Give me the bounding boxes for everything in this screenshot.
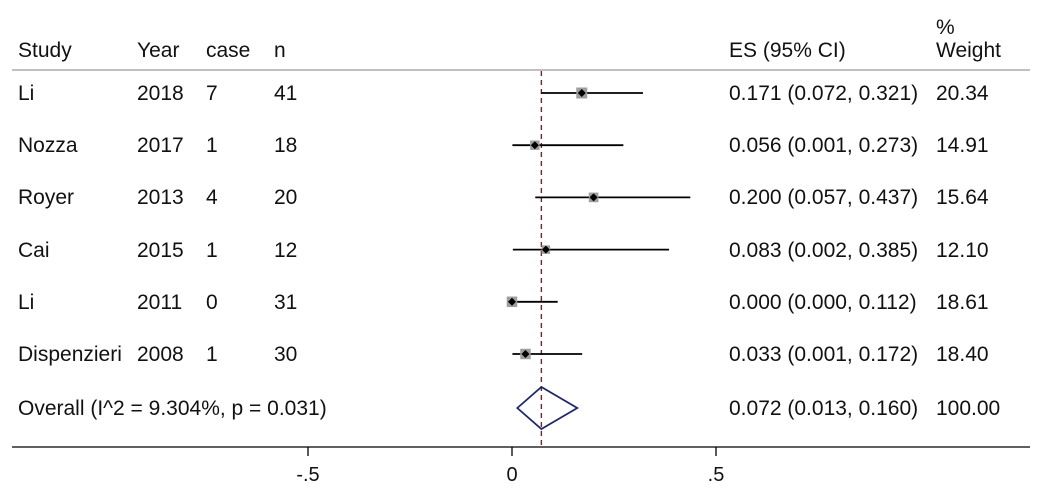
header-es: ES (95% CI) <box>729 39 846 62</box>
row-year: 2008 <box>137 343 184 366</box>
row-case: 1 <box>206 343 218 366</box>
plot-marks: -.5 0 .5 <box>296 71 724 486</box>
row-n: 12 <box>274 238 298 262</box>
row-study: Nozza <box>18 134 78 158</box>
point-estimate <box>521 350 530 358</box>
row-weight: 14.91 <box>936 134 989 158</box>
row-weight: 12.10 <box>936 238 989 262</box>
overall-es-ci: 0.072 (0.013, 0.160) <box>729 397 919 420</box>
x-tick-label: .5 <box>708 464 725 486</box>
row-year: 2011 <box>137 290 183 314</box>
row-year: 2017 <box>137 134 184 158</box>
row-study: Li <box>18 82 35 105</box>
header-weight: Weight <box>936 39 1001 62</box>
row-weight: 18.61 <box>936 290 989 314</box>
header-year: Year <box>137 39 180 62</box>
x-tick-label: 0 <box>506 464 517 486</box>
row-year: 2015 <box>137 238 184 262</box>
row-es-ci: 0.033 (0.001, 0.172) <box>729 343 919 366</box>
point-estimate <box>508 297 516 306</box>
row-weight: 18.40 <box>936 343 989 366</box>
row-case: 0 <box>206 290 218 314</box>
header-study: Study <box>18 39 72 62</box>
overall-weight: 100.00 <box>936 397 1001 420</box>
header-case: case <box>206 39 251 62</box>
row-n: 31 <box>274 290 298 314</box>
row-n: 41 <box>274 82 298 105</box>
row-study: Cai <box>18 238 50 262</box>
row-es-ci: 0.200 (0.057, 0.437) <box>729 186 919 210</box>
row-case: 1 <box>206 238 218 262</box>
row-es-ci: 0.000 (0.000, 0.112) <box>729 290 917 314</box>
row-year: 2013 <box>137 186 184 210</box>
row-es-ci: 0.171 (0.072, 0.321) <box>729 82 919 105</box>
row-weight: 15.64 <box>936 186 989 210</box>
row-es-ci: 0.056 (0.001, 0.273) <box>729 134 919 158</box>
row-case: 1 <box>206 134 218 158</box>
row-case: 4 <box>206 186 218 210</box>
x-tick-label: -.5 <box>296 464 319 486</box>
row-weight: 20.34 <box>936 82 989 105</box>
row-year: 2018 <box>137 82 184 105</box>
row-study: Li <box>18 290 35 314</box>
row-n: 20 <box>274 186 298 210</box>
row-n: 30 <box>274 343 298 366</box>
header-weight-percent: % <box>936 16 955 39</box>
point-estimate <box>530 141 539 150</box>
overall-diamond <box>515 385 580 431</box>
row-case: 7 <box>206 82 218 105</box>
row-study: Royer <box>18 186 75 210</box>
row-n: 18 <box>274 134 298 158</box>
row-study: Dispenzieri <box>18 343 122 366</box>
point-estimate <box>541 245 550 254</box>
point-estimate <box>589 193 598 202</box>
header-n: n <box>274 39 286 62</box>
overall-label: Overall (I^2 = 9.304%, p = 0.031) <box>18 397 327 420</box>
row-es-ci: 0.083 (0.002, 0.385) <box>729 238 919 262</box>
point-estimate <box>577 89 586 97</box>
